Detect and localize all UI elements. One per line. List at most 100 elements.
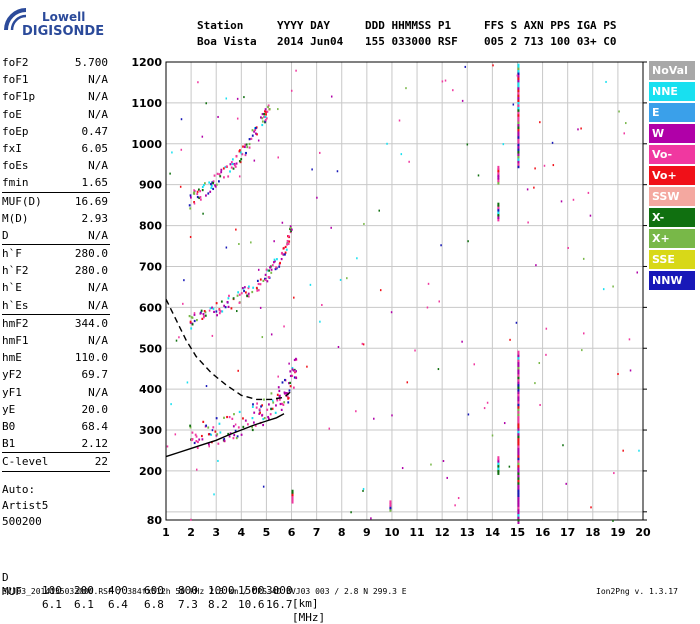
param-name: foF2 (2, 56, 29, 69)
echo-point (386, 142, 388, 145)
header-time-label: DDD HHMMSS P1 (365, 19, 452, 32)
echo-point (261, 123, 264, 127)
scaled-parameters-panel: foF2 5.700 foF1 N/A foF1p N/A foE N/A foEp 0.47 fx… (0, 54, 112, 472)
echo-point (378, 209, 380, 212)
echo-point (268, 269, 271, 272)
echo-point (265, 268, 268, 271)
echo-point (261, 112, 264, 116)
echo-point (270, 407, 273, 411)
echo-point (238, 301, 241, 304)
echo-point (262, 417, 265, 421)
echo-point (590, 506, 592, 509)
echo-point (210, 184, 213, 187)
echo-point (491, 434, 494, 437)
echo-point (276, 258, 278, 261)
echo-point (605, 80, 607, 83)
y-tick-label: 900 (139, 179, 162, 192)
header-date-label: YYYY DAY (277, 19, 330, 32)
echo-point (275, 266, 277, 269)
echo-point (217, 459, 219, 462)
param-name: B1 (2, 437, 16, 451)
echo-point (497, 468, 500, 473)
echo-point (212, 180, 215, 183)
echo-point (245, 151, 247, 155)
echo-point (262, 485, 265, 488)
polarization-legend: NoVal NNE E W Vo- Vo+ SSW X- X+ SSE NNW (649, 61, 695, 292)
echo-point (517, 475, 520, 480)
echo-point (204, 314, 207, 317)
legend-item: Vo- (649, 145, 695, 164)
echo-point (244, 143, 247, 146)
echo-point (430, 463, 432, 466)
param-value: 5.700 (74, 56, 108, 69)
echo-point (278, 398, 281, 401)
echo-point (277, 375, 279, 378)
echo-point (291, 489, 294, 494)
echo-point (389, 505, 392, 510)
echo-point (517, 375, 520, 380)
echo-point (517, 85, 520, 90)
echo-point (216, 314, 218, 317)
echo-point (517, 402, 520, 407)
echo-point (350, 511, 352, 514)
param-name: foEs (2, 159, 29, 173)
echo-point (209, 307, 212, 310)
echo-point (217, 442, 220, 445)
echo-point (517, 144, 520, 149)
echo-point (199, 190, 202, 193)
echo-point (517, 105, 520, 110)
echo-point (221, 310, 224, 313)
echo-point (602, 288, 605, 291)
param-row: hmF1 N/A (0, 332, 112, 349)
x-tick-label: 19 (610, 526, 625, 539)
echo-point (517, 117, 520, 122)
autoscaler-version: 500200 (2, 515, 42, 528)
echo-point (271, 264, 274, 267)
echo-point (517, 453, 520, 458)
echo-point (362, 489, 364, 492)
echo-point (223, 416, 225, 419)
echo-point (612, 519, 614, 522)
echo-point (527, 221, 529, 224)
echo-point (228, 415, 231, 419)
param-separator (2, 470, 110, 472)
echo-point (193, 189, 195, 192)
echo-point (270, 392, 273, 395)
y-tick-label: 200 (139, 465, 162, 478)
echo-point (517, 392, 520, 397)
echo-point (218, 312, 221, 315)
echo-point (254, 127, 256, 130)
echo-point (497, 456, 500, 461)
x-tick-label: 11 (409, 526, 424, 539)
param-name: hmE (2, 351, 22, 365)
echo-point (497, 466, 500, 471)
echo-point (517, 483, 520, 488)
echo-point (284, 251, 287, 254)
param-row: hmE 110.0 (0, 349, 112, 366)
echo-point (169, 172, 171, 175)
echo-point (517, 132, 520, 137)
echo-point (193, 191, 196, 194)
echo-point (497, 170, 500, 175)
echo-point (203, 183, 205, 187)
echo-point (241, 286, 244, 290)
echo-point (389, 507, 392, 512)
plot-frame (165, 61, 644, 521)
x-tick-label: 7 (313, 526, 321, 539)
echo-point (370, 517, 372, 520)
echo-point (517, 75, 520, 80)
echo-point (517, 120, 520, 125)
echo-point (277, 156, 279, 159)
echo-point (242, 417, 244, 420)
echo-point (517, 147, 520, 152)
echo-point (233, 413, 235, 416)
x-tick-label: 20 (635, 526, 651, 539)
header-station-label: Station (197, 19, 244, 32)
param-row: foF2 5.700 (0, 54, 112, 71)
echo-point (238, 410, 241, 414)
echo-point (446, 476, 448, 479)
param-name: foF1 (2, 73, 29, 87)
param-row: hmF2 344.0 (0, 315, 112, 332)
echo-point (517, 480, 520, 485)
echo-point (226, 415, 228, 419)
